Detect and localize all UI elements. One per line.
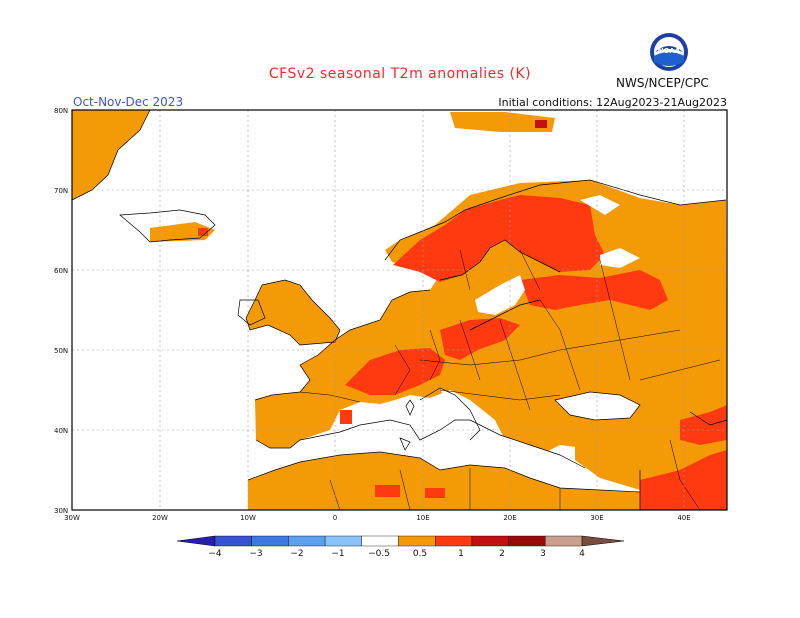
- lat-label: 50N: [54, 347, 68, 355]
- anomaly-region-svalbard: [450, 112, 555, 132]
- lat-label: 30N: [54, 507, 68, 515]
- lat-label: 70N: [54, 187, 68, 195]
- colorbar-label: 0.5: [413, 549, 427, 559]
- anomaly-region-france-warm: [345, 348, 445, 395]
- sea-russia-gap: [600, 248, 640, 268]
- sea-mediterranean-west: [300, 420, 420, 458]
- colorbar-label: −4: [208, 549, 222, 559]
- anomaly-fill-layer: [72, 110, 727, 510]
- colorbar-cell: [251, 535, 289, 547]
- anomaly-region-middle-east-warm: [640, 450, 727, 510]
- lat-label: 80N: [54, 107, 68, 115]
- forecast-period: Oct-Nov-Dec 2023: [73, 95, 184, 109]
- anomaly-cell-iceland-warm: [198, 228, 208, 236]
- colorbar-label: 3: [540, 549, 546, 559]
- initial-conditions: Initial conditions: 12Aug2023-21Aug2023: [498, 96, 727, 109]
- colorbar: −4 −3 −2 −1 −0.5 0.5 1 2 3 4: [176, 535, 625, 559]
- colorbar-cell: [435, 535, 473, 547]
- colorbar-label: −0.5: [368, 549, 390, 559]
- colorbar-cell: [361, 535, 399, 547]
- lon-label: 30E: [590, 514, 603, 522]
- colorbar-cell: [508, 535, 546, 547]
- logo-text: NOAA: [658, 47, 681, 55]
- colorbar-arrow-low: [176, 535, 216, 547]
- lat-label: 40N: [54, 427, 68, 435]
- colorbar-cell: [288, 535, 326, 547]
- anomaly-region-central-warm: [440, 318, 520, 360]
- anomaly-region-iceland: [150, 222, 215, 242]
- lon-label: 0: [333, 514, 337, 522]
- anomaly-region-scandinavia-warm: [393, 195, 605, 282]
- lon-label: 10E: [416, 514, 429, 522]
- colorbar-label: 4: [579, 549, 585, 559]
- sea-baltic: [475, 275, 525, 315]
- sea-mask-layer: [300, 195, 640, 480]
- sea-adriatic: [440, 388, 470, 412]
- sea-white: [580, 195, 620, 215]
- grid-layer: [72, 110, 727, 510]
- colorbar-label: −3: [249, 549, 262, 559]
- colorbar-label: −1: [331, 549, 344, 559]
- sea-mediterranean-east: [440, 420, 585, 480]
- anomaly-region-caucasus-warm: [680, 405, 727, 445]
- sea-black: [555, 392, 640, 420]
- colorbar-cell: [324, 535, 363, 547]
- lon-axis: 30W 20W 10W 0 10E 20E 30E 40E: [64, 514, 691, 522]
- colorbar-cell: [398, 535, 436, 547]
- anomaly-cell-libya-warm: [425, 488, 445, 498]
- colorbar-cell: [214, 535, 252, 547]
- noaa-logo: NOAA: [650, 33, 688, 71]
- colorbar-label: 1: [458, 549, 464, 559]
- coastline-layer: [71, 109, 728, 510]
- anomaly-region-greenland: [72, 110, 150, 200]
- anomaly-cell-africa-warm: [375, 485, 400, 497]
- colorbar-arrow-high: [581, 535, 625, 547]
- anomaly-region-north-africa: [248, 452, 640, 510]
- lon-label: 20W: [152, 514, 168, 522]
- anomaly-region-baltic-warm: [520, 270, 668, 310]
- border-layer: [299, 249, 721, 511]
- lon-label: 10W: [240, 514, 256, 522]
- colorbar-label: 2: [499, 549, 505, 559]
- lon-label: 30W: [64, 514, 80, 522]
- anomaly-cell-svalbard-warm: [535, 120, 547, 128]
- lat-label: 60N: [54, 267, 68, 275]
- anomaly-cell-spain-warm: [340, 410, 352, 424]
- lat-axis: 80N 70N 60N 50N 40N 30N: [54, 107, 68, 515]
- colorbar-cell: [471, 535, 509, 547]
- anomaly-region-britain: [246, 280, 340, 345]
- map-frame: [71, 109, 728, 511]
- colorbar-cell: [545, 535, 583, 547]
- lon-label: 40E: [677, 514, 690, 522]
- agency-label: NWS/NCEP/CPC: [616, 76, 709, 90]
- chart-title: CFSv2 seasonal T2m anomalies (K): [268, 66, 532, 82]
- colorbar-label: −2: [290, 549, 303, 559]
- lon-label: 20E: [503, 514, 516, 522]
